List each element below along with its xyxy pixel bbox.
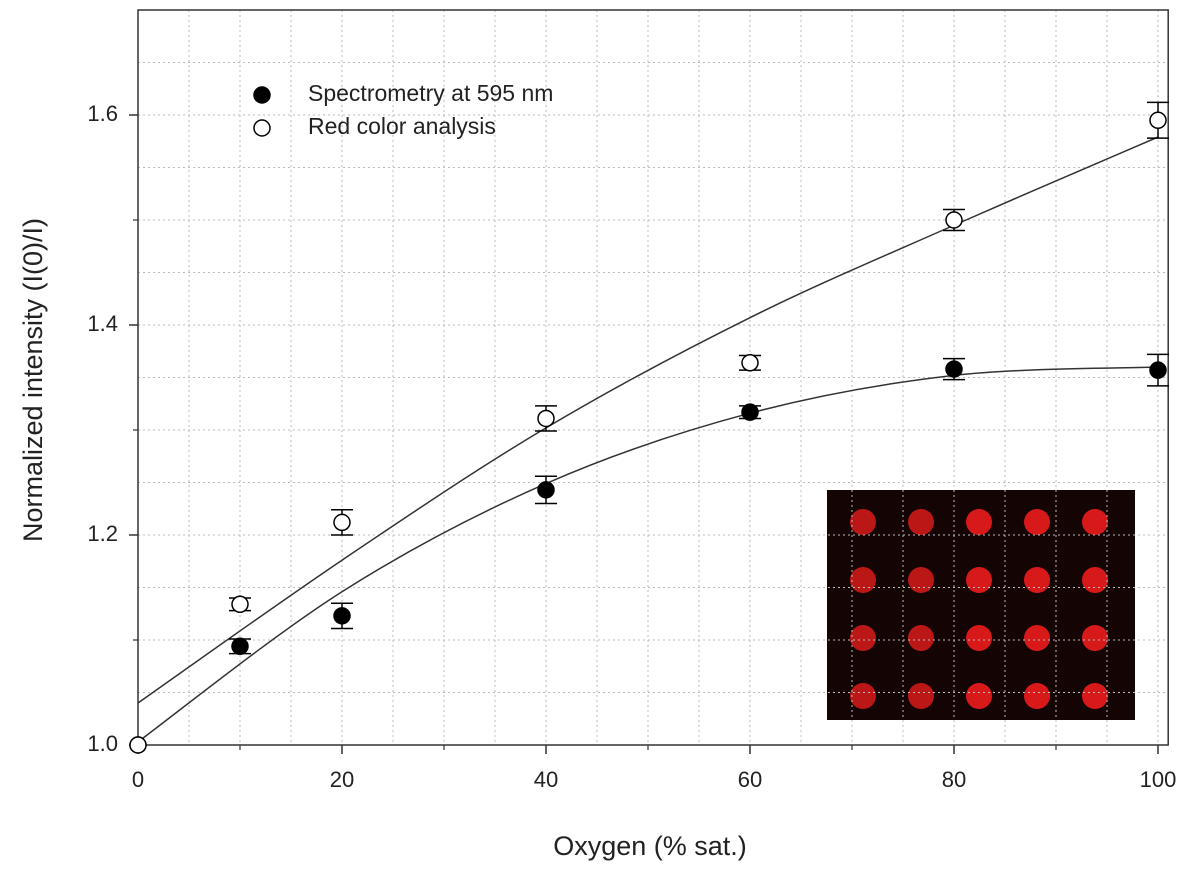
inset-spot [1082,567,1108,593]
inset-spot [1024,625,1050,651]
x-tick-label: 100 [1140,767,1177,792]
inset-spot [1082,509,1108,535]
data-point [231,595,249,614]
data-point [537,481,555,499]
inset-spot [966,509,992,535]
data-point [741,354,759,372]
inset-spot [966,683,992,709]
inset-spot [1082,683,1108,709]
data-point [231,637,249,656]
inset-spot [850,625,876,651]
inset-spot [908,567,934,593]
legend-label: Spectrometry at 595 nm [308,80,553,106]
x-tick-label: 0 [132,767,144,792]
inset-spot [1024,509,1050,535]
data-point [333,607,351,625]
data-point [945,211,963,229]
inset-spot [850,567,876,593]
data-point [537,409,555,428]
data-point [945,360,963,378]
inset-spot [966,625,992,651]
data-point [129,736,147,754]
legend-marker [253,119,271,137]
data-point [333,513,351,532]
fit-curve [137,366,1159,743]
x-axis-label: Oxygen (% sat.) [553,831,747,861]
legend-label: Red color analysis [308,113,496,139]
x-tick-label: 80 [942,767,966,792]
y-axis-label: Normalized intensity (I(0)/I) [18,218,48,542]
x-tick-label: 60 [738,767,762,792]
x-tick-label: 40 [534,767,558,792]
inset-spot [966,567,992,593]
plot-frame [137,9,1169,746]
inset-spot [1024,567,1050,593]
inset-spot [1024,683,1050,709]
inset-spot [908,509,934,535]
data-point [1149,361,1167,379]
inset-spot [908,625,934,651]
y-tick-label: 1.4 [87,311,118,336]
data-point [741,403,759,421]
y-tick-label: 1.0 [87,731,118,756]
inset-image [827,490,1135,720]
data-point [1149,111,1167,129]
fit-curve [137,136,1159,704]
x-tick-label: 20 [330,767,354,792]
inset-spot [908,683,934,709]
inset-spot [1082,625,1108,651]
inset-spot [850,509,876,535]
y-tick-label: 1.2 [87,521,118,546]
y-tick-label: 1.6 [87,101,118,126]
legend-marker [253,86,271,104]
inset-spot [850,683,876,709]
